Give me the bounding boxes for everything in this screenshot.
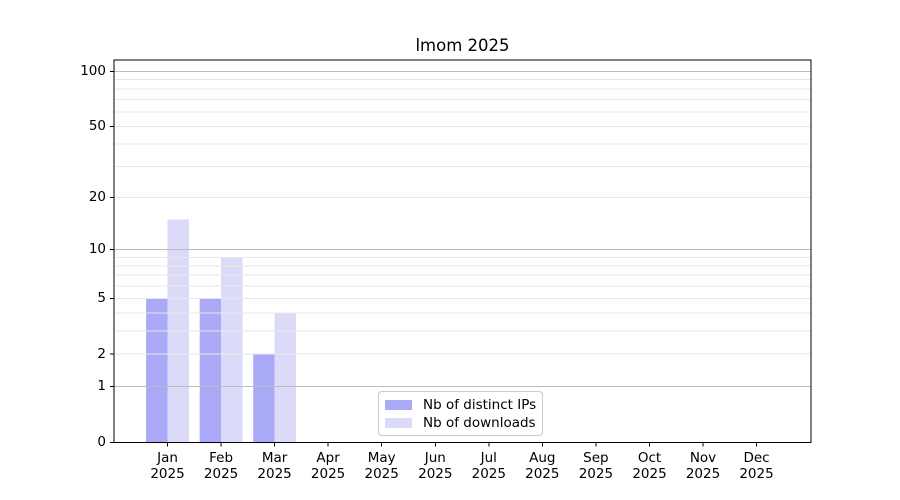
bar-distinct-ips [146,298,168,443]
legend-label-downloads: Nb of downloads [423,415,536,431]
y-tick-label: 20 [88,189,106,206]
bar-distinct-ips [199,298,222,443]
legend-swatch-distinct-ips [385,400,412,410]
x-tick-label: Jan 2025 [150,450,185,482]
x-tick-label: Oct 2025 [632,450,667,482]
y-tick-label: 10 [88,241,106,258]
x-tick-label: May 2025 [364,450,399,482]
x-tick-label: Jun 2025 [418,450,453,482]
y-tick-label: 2 [97,345,106,362]
x-tick-label: Sep 2025 [578,450,614,482]
y-tick-label: 5 [97,289,106,306]
bar-distinct-ips [253,354,275,443]
legend-item-downloads: Nb of downloads [379,414,542,432]
legend-swatch-downloads [385,418,412,428]
plot-border [113,59,812,443]
x-tick-label: Dec 2025 [739,450,774,482]
legend-item-distinct-ips: Nb of distinct IPs [379,396,542,414]
y-tick-label: 1 [97,378,106,395]
bar-downloads [274,313,296,443]
x-tick-label: Apr 2025 [310,450,346,482]
x-tick-label: Aug 2025 [525,450,560,482]
legend-label-distinct-ips: Nb of distinct IPs [423,397,537,413]
x-tick-label: Nov 2025 [685,450,721,482]
bar-downloads [221,257,243,443]
y-tick-label: 50 [88,117,106,134]
x-tick-label: Feb 2025 [203,450,239,482]
y-tick-label: 100 [80,62,106,79]
legend: Nb of distinct IPs Nb of downloads [378,391,543,436]
x-tick-label: Jul 2025 [471,450,506,482]
chart-title: lmom 2025 [415,36,510,55]
x-tick-label: Mar 2025 [257,450,292,482]
y-tick-label: 0 [97,434,106,450]
